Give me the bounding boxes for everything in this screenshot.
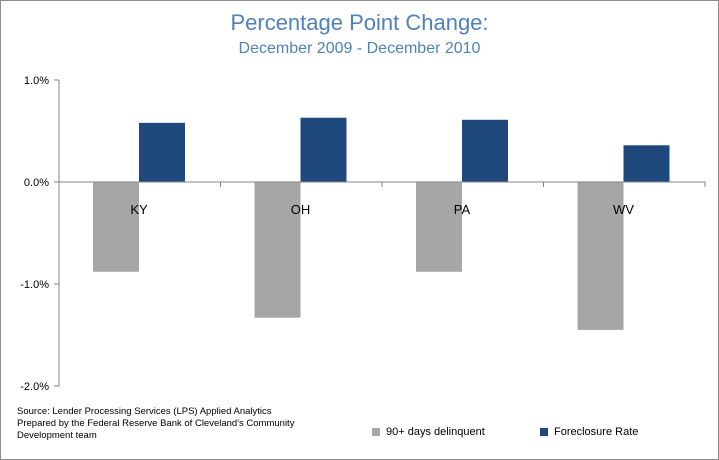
bar-delinquent bbox=[254, 182, 301, 318]
prepared-by-line: Prepared by the Federal Reserve Bank of … bbox=[17, 418, 295, 429]
legend-label-foreclosure: Foreclosure Rate bbox=[554, 426, 639, 438]
bar-foreclosure bbox=[462, 119, 508, 182]
source-line: Source: Lender Processing Services (LPS)… bbox=[17, 406, 272, 417]
legend-label-delinquent: 90+ days delinquent bbox=[386, 426, 485, 438]
category-label: PA bbox=[454, 202, 471, 217]
y-tick-label: 0.0% bbox=[24, 177, 49, 189]
y-tick-label: -1.0% bbox=[20, 279, 49, 291]
category-label: KY bbox=[130, 202, 148, 217]
legend-item-delinquent: 90+ days delinquent bbox=[372, 426, 485, 438]
y-tick-label: 1.0% bbox=[24, 75, 49, 87]
category-label: OH bbox=[291, 202, 311, 217]
bar-foreclosure bbox=[300, 117, 347, 182]
team-line: Development team bbox=[17, 430, 97, 441]
category-label: WV bbox=[613, 202, 634, 217]
chart-subtitle: December 2009 - December 2010 bbox=[238, 40, 481, 57]
bar-delinquent bbox=[416, 182, 462, 272]
legend-item-foreclosure: Foreclosure Rate bbox=[540, 426, 638, 438]
chart-title: Percentage Point Change: bbox=[230, 10, 489, 35]
legend-swatch-foreclosure bbox=[540, 428, 548, 437]
bar-delinquent bbox=[577, 182, 624, 330]
source-note: Source: Lender Processing Services (LPS)… bbox=[17, 406, 327, 442]
y-tick-label: -2.0% bbox=[20, 381, 49, 393]
bar-foreclosure bbox=[623, 145, 670, 182]
bar-foreclosure bbox=[139, 122, 185, 182]
legend-swatch-delinquent bbox=[372, 428, 380, 437]
bar-delinquent bbox=[93, 182, 139, 272]
